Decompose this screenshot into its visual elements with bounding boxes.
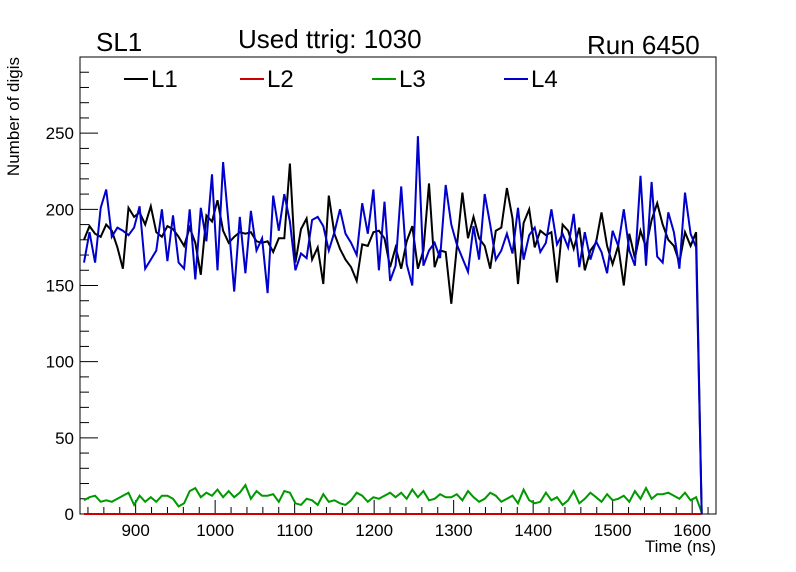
x-tick-label: 1500	[594, 521, 632, 540]
x-tick-label: 1000	[196, 521, 234, 540]
legend-label-l3: L3	[399, 66, 426, 93]
series-line-l4	[83, 136, 703, 515]
x-tick-label: 1200	[355, 521, 393, 540]
x-tick-label: 1400	[514, 521, 552, 540]
chamber-label: SL1	[96, 27, 143, 57]
chart-title: Used ttrig: 1030	[238, 24, 422, 54]
legend: L1 L2 L3 L4	[124, 66, 558, 93]
y-axis-label: Number of digis	[4, 57, 23, 176]
legend-label-l2: L2	[267, 66, 294, 93]
x-tick-label: 1300	[435, 521, 473, 540]
x-tick-label: 900	[121, 521, 149, 540]
y-tick-label: 0	[65, 505, 74, 524]
x-axis-label: Time (ns)	[645, 537, 716, 556]
legend-label-l4: L4	[531, 66, 558, 93]
y-tick-label: 100	[46, 353, 74, 372]
y-tick-label: 250	[46, 124, 74, 143]
run-label: Run 6450	[587, 30, 700, 60]
x-tick-label: 1100	[276, 521, 313, 540]
series-line-l3	[83, 483, 703, 513]
plot-frame: 900 1000 1100 1200 1300 1400 1500 1600 0 50 100 150…	[46, 56, 717, 540]
y-tick-label: 150	[46, 277, 74, 296]
y-tick-label: 50	[55, 429, 74, 448]
legend-label-l1: L1	[151, 66, 178, 93]
x-tick-label: 1600	[673, 521, 711, 540]
series-group	[83, 136, 703, 515]
y-tick-label: 200	[46, 200, 74, 219]
series-line-l1	[83, 163, 703, 515]
plot-border	[79, 56, 717, 515]
